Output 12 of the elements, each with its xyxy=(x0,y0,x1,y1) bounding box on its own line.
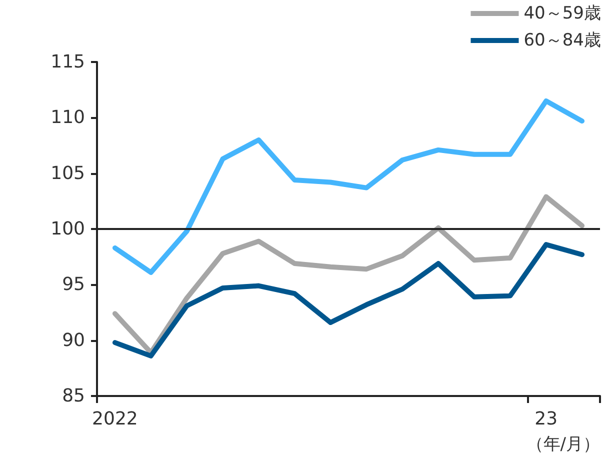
y-tick-label: 85 xyxy=(62,386,85,406)
y-tick-label: 100 xyxy=(50,218,85,240)
y-tick-label: 90 xyxy=(62,330,85,351)
x-tick-label: 23 xyxy=(534,408,558,430)
y-tick-label: 95 xyxy=(62,274,85,296)
x-axis-title: （年/月） xyxy=(526,434,600,454)
legend-label: 60～84歳 xyxy=(524,30,601,50)
y-tick-label: 110 xyxy=(50,107,85,128)
y-tick-label: 105 xyxy=(50,162,85,184)
x-tick-label: 2022 xyxy=(92,408,138,430)
y-tick-label: 115 xyxy=(50,52,85,72)
legend-label: 40～59歳 xyxy=(524,4,601,24)
